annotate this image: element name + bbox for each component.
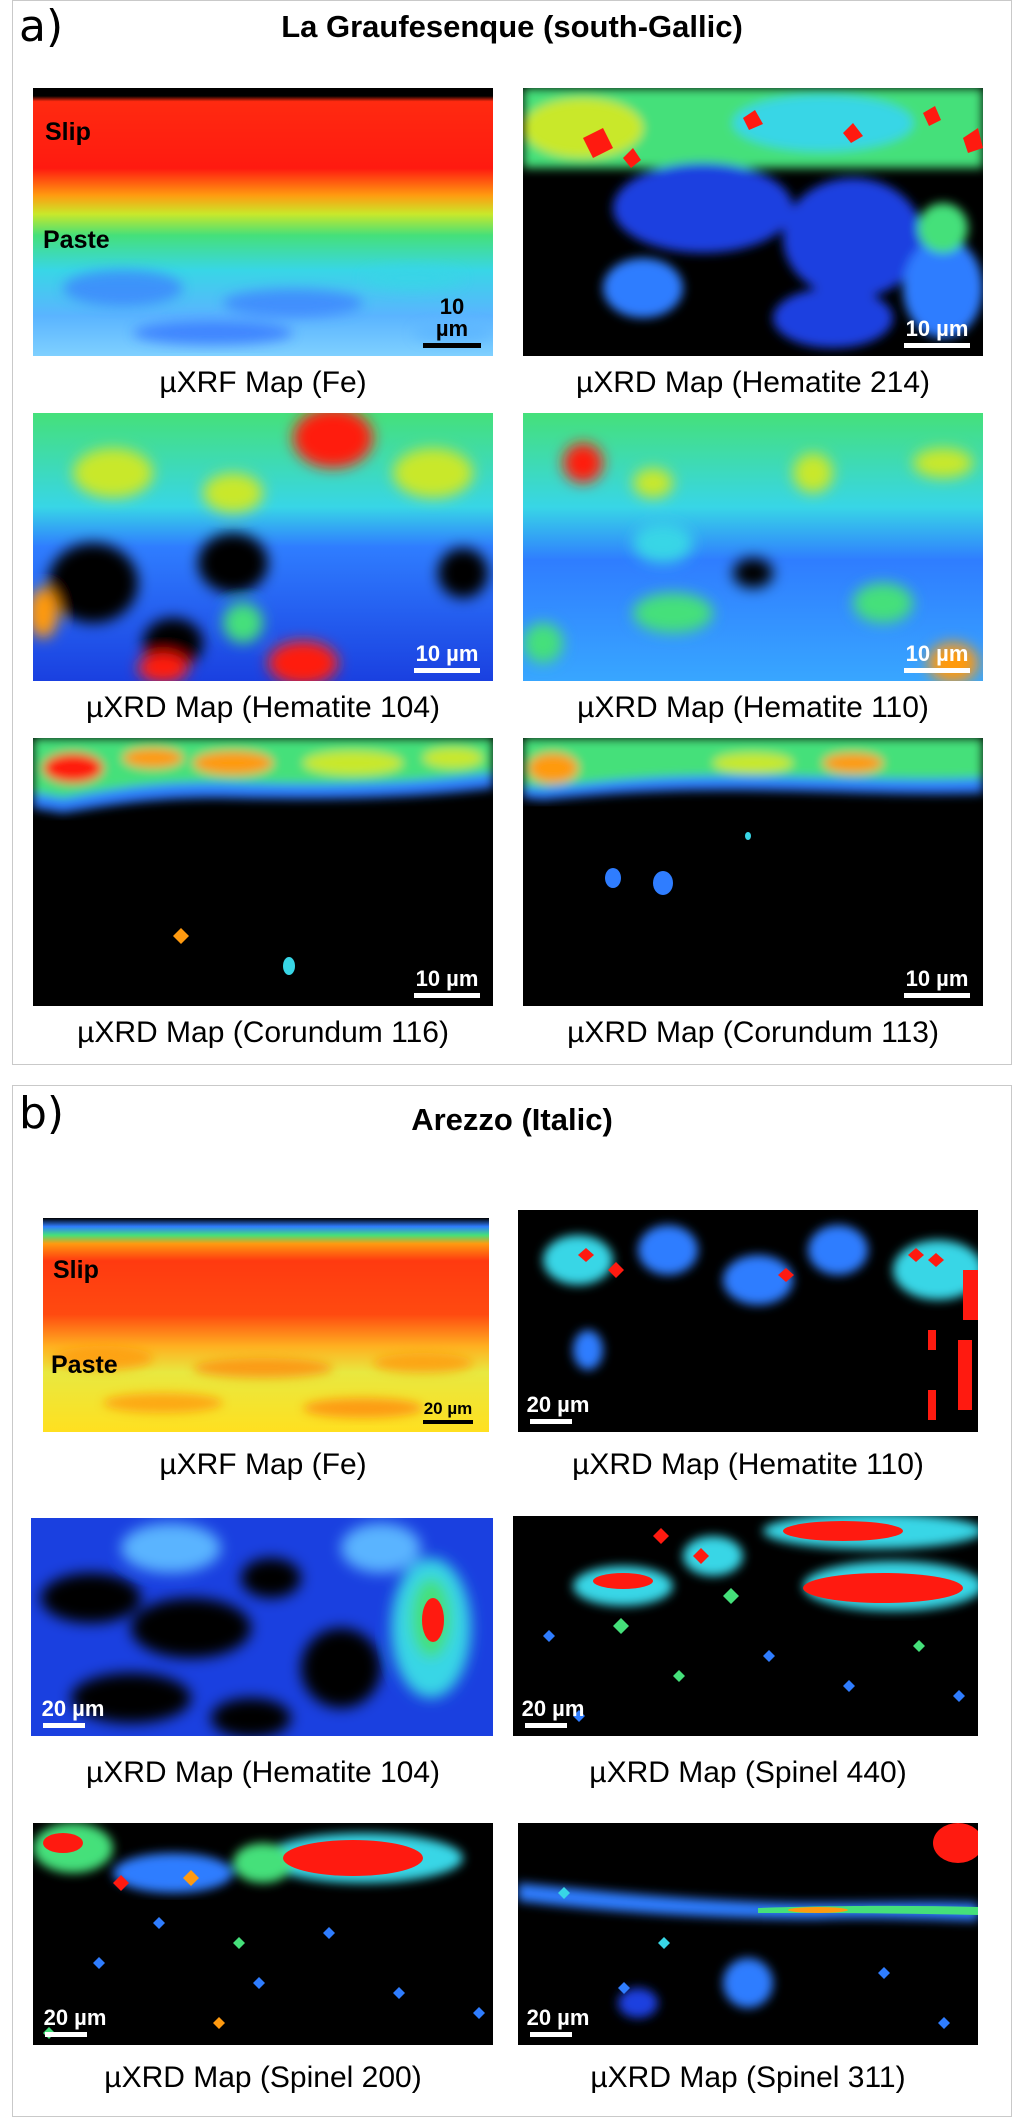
map-a-hematite-110-image bbox=[523, 413, 983, 681]
map-b-spinel-200-image bbox=[33, 1823, 493, 2045]
map-a-xrf-fe-image bbox=[33, 88, 493, 356]
scale-bar-label: 10 µm bbox=[905, 316, 969, 341]
panel-a-letter: a) bbox=[19, 1, 64, 52]
scale-bar: 20 µm bbox=[521, 1698, 585, 1728]
slip-label: Slip bbox=[53, 1256, 99, 1284]
map-b-xrf-fe: Slip Paste 20 µm bbox=[43, 1218, 489, 1432]
map-b-spinel-200: 20 µm bbox=[33, 1823, 493, 2045]
scale-bar-line bbox=[525, 1723, 567, 1728]
slip-label: Slip bbox=[45, 118, 91, 146]
map-b-hematite-110-image bbox=[518, 1210, 978, 1432]
scale-bar-label: 20 µm bbox=[41, 1696, 105, 1721]
scale-bar: 20 µm bbox=[41, 2007, 109, 2037]
paste-label: Paste bbox=[43, 226, 110, 254]
scale-bar-label: 10 µm bbox=[905, 641, 969, 666]
panel-a-title: La Graufesenque (south-Gallic) bbox=[281, 9, 743, 44]
caption-b-spinel-440: µXRD Map (Spinel 440) bbox=[589, 1756, 907, 1789]
caption-a-corundum-113: µXRD Map (Corundum 113) bbox=[567, 1016, 939, 1049]
caption-b-hematite-104: µXRD Map (Hematite 104) bbox=[85, 1756, 441, 1789]
scale-bar: 10 µm bbox=[901, 968, 973, 998]
map-b-spinel-311: 20 µm bbox=[518, 1823, 978, 2045]
caption-a-hematite-214: µXRD Map (Hematite 214) bbox=[575, 366, 931, 399]
scale-bar: 20 µm bbox=[39, 1698, 107, 1728]
scale-bar-label: 10 µm bbox=[905, 966, 969, 991]
scale-bar-label: 20 µm bbox=[526, 1392, 590, 1417]
map-b-spinel-440-image bbox=[513, 1516, 978, 1736]
map-a-hematite-104: 10 µm bbox=[33, 413, 493, 681]
map-b-spinel-311-image bbox=[518, 1823, 978, 2045]
scale-bar-line bbox=[904, 993, 970, 998]
map-b-hematite-104-image bbox=[31, 1518, 493, 1736]
scale-bar-label: 20 µm bbox=[526, 2005, 590, 2030]
scale-bar-line bbox=[904, 668, 970, 673]
scale-bar: 20 µm bbox=[526, 1394, 590, 1424]
caption-a-hematite-110: µXRD Map (Hematite 110) bbox=[577, 691, 929, 724]
caption-b-spinel-311: µXRD Map (Spinel 311) bbox=[590, 2061, 906, 2094]
scale-bar-line bbox=[423, 1420, 473, 1424]
scale-bar: 10 µm bbox=[411, 643, 483, 673]
caption-b-xrf-fe: µXRF Map (Fe) bbox=[159, 1448, 367, 1481]
panel-b-title: Arezzo (Italic) bbox=[411, 1102, 613, 1137]
scale-bar-line bbox=[530, 2032, 572, 2037]
scale-bar: 10 µm bbox=[411, 968, 483, 998]
scale-bar-line bbox=[414, 668, 480, 673]
map-a-corundum-113-image bbox=[523, 738, 983, 1006]
map-a-hematite-110: 10 µm bbox=[523, 413, 983, 681]
map-a-xrf-fe: Slip Paste 10 µm bbox=[33, 88, 493, 356]
caption-a-xrf-fe: µXRF Map (Fe) bbox=[159, 366, 367, 399]
scale-bar-line bbox=[43, 1723, 85, 1728]
scale-bar-label: 10 µm bbox=[415, 966, 479, 991]
scale-bar: 10 µm bbox=[901, 643, 973, 673]
map-b-hematite-104: 20 µm bbox=[31, 1518, 493, 1736]
scale-bar-line bbox=[904, 343, 970, 348]
scale-bar-label: 10 µm bbox=[435, 294, 469, 341]
caption-b-spinel-200: µXRD Map (Spinel 200) bbox=[104, 2061, 422, 2094]
scale-bar-label: 20 µm bbox=[423, 1399, 473, 1418]
scale-bar-line bbox=[530, 1419, 572, 1424]
scale-bar-line bbox=[423, 343, 481, 348]
caption-a-corundum-116: µXRD Map (Corundum 116) bbox=[77, 1016, 449, 1049]
scale-bar-label: 20 µm bbox=[521, 1696, 585, 1721]
panel-b-letter: b) bbox=[19, 1088, 65, 1139]
map-b-xrf-fe-image bbox=[43, 1218, 489, 1432]
scale-bar-label: 20 µm bbox=[43, 2005, 107, 2030]
map-b-hematite-110: 20 µm bbox=[518, 1210, 978, 1432]
map-b-spinel-440: 20 µm bbox=[513, 1516, 978, 1736]
scale-bar: 10 µm bbox=[421, 296, 483, 348]
scale-bar-label: 10 µm bbox=[415, 641, 479, 666]
map-a-hematite-214: 10 µm bbox=[523, 88, 983, 356]
scale-bar: 20 µm bbox=[419, 1400, 477, 1424]
map-a-hematite-214-image bbox=[523, 88, 983, 356]
map-a-corundum-116-image bbox=[33, 738, 493, 1006]
paste-label: Paste bbox=[51, 1351, 118, 1379]
scale-bar: 10 µm bbox=[901, 318, 973, 348]
caption-a-hematite-104: µXRD Map (Hematite 104) bbox=[85, 691, 441, 724]
caption-b-hematite-110: µXRD Map (Hematite 110) bbox=[572, 1448, 924, 1481]
map-a-hematite-104-image bbox=[33, 413, 493, 681]
scale-bar-line bbox=[414, 993, 480, 998]
map-a-corundum-113: 10 µm bbox=[523, 738, 983, 1006]
map-a-corundum-116: 10 µm bbox=[33, 738, 493, 1006]
scale-bar: 20 µm bbox=[526, 2007, 590, 2037]
scale-bar-line bbox=[45, 2032, 87, 2037]
